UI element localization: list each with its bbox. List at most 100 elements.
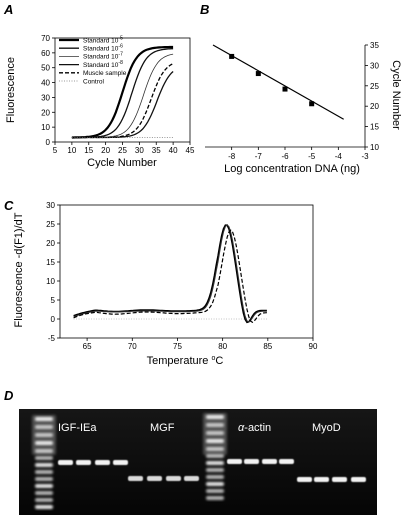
y-tick-label: 25 — [370, 82, 379, 91]
legend-entry: Muscle sample — [83, 70, 127, 77]
gel-band — [351, 477, 366, 482]
standard-curve-ticks: -8 -7 -6 -5 -4 -310 15 20 25 30 35 — [205, 41, 379, 161]
gel-band — [184, 476, 199, 481]
gel-band — [262, 459, 277, 464]
legend-entry: Control — [83, 78, 105, 85]
amplification-series-line — [71, 71, 174, 139]
y-tick-label: -5 — [48, 334, 56, 343]
y-tick-label: 20 — [41, 108, 50, 117]
data-point — [229, 53, 235, 59]
standard-curve-y-label: Cycle Number — [390, 60, 401, 130]
y-tick-label: 30 — [46, 201, 55, 210]
y-tick-label: 50 — [41, 64, 50, 73]
melt-line — [73, 224, 267, 324]
gel-band — [95, 460, 110, 465]
x-tick-label: 30 — [135, 146, 144, 155]
gel-band — [279, 459, 294, 464]
melt-x-label: Temperature oC — [147, 355, 224, 367]
x-tick-label: 45 — [186, 146, 195, 155]
gel-band — [32, 415, 56, 455]
gel-image: IGF-IEa MGF α-actin MyoD — [19, 409, 377, 515]
gel-label-actin: α-actin — [238, 422, 271, 434]
y-tick-label: 15 — [46, 258, 55, 267]
fit-line — [212, 44, 344, 120]
amplification-ticks: 5 10 15 20 25 30 35 40 45 0 10 20 30 40 50 60 70 — [41, 34, 195, 155]
x-tick-label: 15 — [84, 146, 93, 155]
gel-band — [203, 413, 227, 455]
standard-curve-chart: -8 -7 -6 -5 -4 -310 15 20 25 30 35 Log concentrati… — [205, 41, 401, 175]
gel-band — [147, 476, 162, 481]
gel-band — [166, 476, 181, 481]
gel-band — [297, 477, 312, 482]
data-point — [255, 71, 261, 77]
gel-band — [76, 460, 91, 465]
x-tick-label: 5 — [53, 146, 58, 155]
x-tick-label: -7 — [255, 152, 263, 161]
gel-label-myod: MyoD — [312, 422, 341, 434]
panel-label-d: D — [4, 388, 14, 403]
melt-y-label: Fluorescence -d(F1)/dT — [13, 212, 25, 327]
standard-curve-x-label: Log concentration DNA (ng) — [224, 163, 360, 175]
gel-band — [206, 475, 224, 479]
gel-band — [206, 468, 224, 472]
amplification-y-label: Fluorescence — [5, 57, 17, 123]
gel-bands — [32, 413, 366, 509]
y-tick-label: 0 — [46, 138, 51, 147]
x-tick-label: -5 — [308, 152, 316, 161]
y-tick-label: 20 — [370, 102, 379, 111]
gel-band — [128, 476, 143, 481]
melt-curve-ticks: 65 70 75 80 85 90 -5 0 5 10 15 20 25 30 — [46, 201, 318, 351]
y-tick-label: 25 — [46, 220, 55, 229]
panel-label-a: A — [3, 2, 13, 17]
x-tick-label: -8 — [228, 152, 236, 161]
gel-band — [35, 470, 53, 474]
gel-band — [244, 459, 259, 464]
amplification-chart: 5 10 15 20 25 30 35 40 45 0 10 20 30 40 50 60 70 Standar… — [5, 34, 195, 169]
melt-line-sample — [73, 229, 267, 324]
y-tick-label: 40 — [41, 79, 50, 88]
gel-band — [35, 456, 53, 460]
gel-band — [35, 505, 53, 509]
amplification-series-line — [71, 63, 174, 139]
y-tick-label: 5 — [51, 296, 56, 305]
y-tick-label: 35 — [370, 41, 379, 50]
gel-band — [206, 482, 224, 486]
gel-band — [35, 491, 53, 495]
legend-entry: Standard 10-6 — [83, 44, 123, 53]
legend-entry: Standard 10-8 — [83, 60, 123, 69]
x-tick-label: 90 — [309, 342, 318, 351]
gel-band — [35, 484, 53, 488]
gel-band — [206, 461, 224, 465]
x-tick-label: -6 — [281, 152, 289, 161]
y-tick-label: 10 — [370, 143, 379, 152]
x-tick-label: -4 — [335, 152, 343, 161]
x-tick-label: 20 — [101, 146, 110, 155]
x-tick-label: 10 — [67, 146, 76, 155]
x-tick-label: 65 — [83, 342, 92, 351]
gel-band — [227, 459, 242, 464]
y-tick-label: 20 — [46, 239, 55, 248]
gel-band — [35, 498, 53, 502]
y-tick-label: 15 — [370, 123, 379, 132]
melt-plot-frame — [59, 204, 314, 339]
y-tick-label: 0 — [51, 315, 56, 324]
standard-curve-marks — [212, 44, 344, 120]
x-tick-label: 25 — [118, 146, 127, 155]
melt-line — [73, 224, 267, 323]
gel-band — [58, 460, 73, 465]
x-tick-label: -3 — [361, 152, 369, 161]
gel-band — [35, 477, 53, 481]
amplification-curves — [71, 45, 174, 139]
legend-entry: Standard 10-7 — [83, 52, 123, 61]
y-tick-label: 70 — [41, 34, 50, 43]
x-tick-label: 85 — [263, 342, 272, 351]
x-tick-label: 40 — [169, 146, 178, 155]
gel-band — [206, 496, 224, 500]
legend-entry: Standard 10-5 — [83, 35, 123, 44]
gel-band — [35, 463, 53, 467]
x-tick-label: 80 — [218, 342, 227, 351]
gel-band — [113, 460, 128, 465]
amplification-x-label: Cycle Number — [87, 157, 157, 169]
